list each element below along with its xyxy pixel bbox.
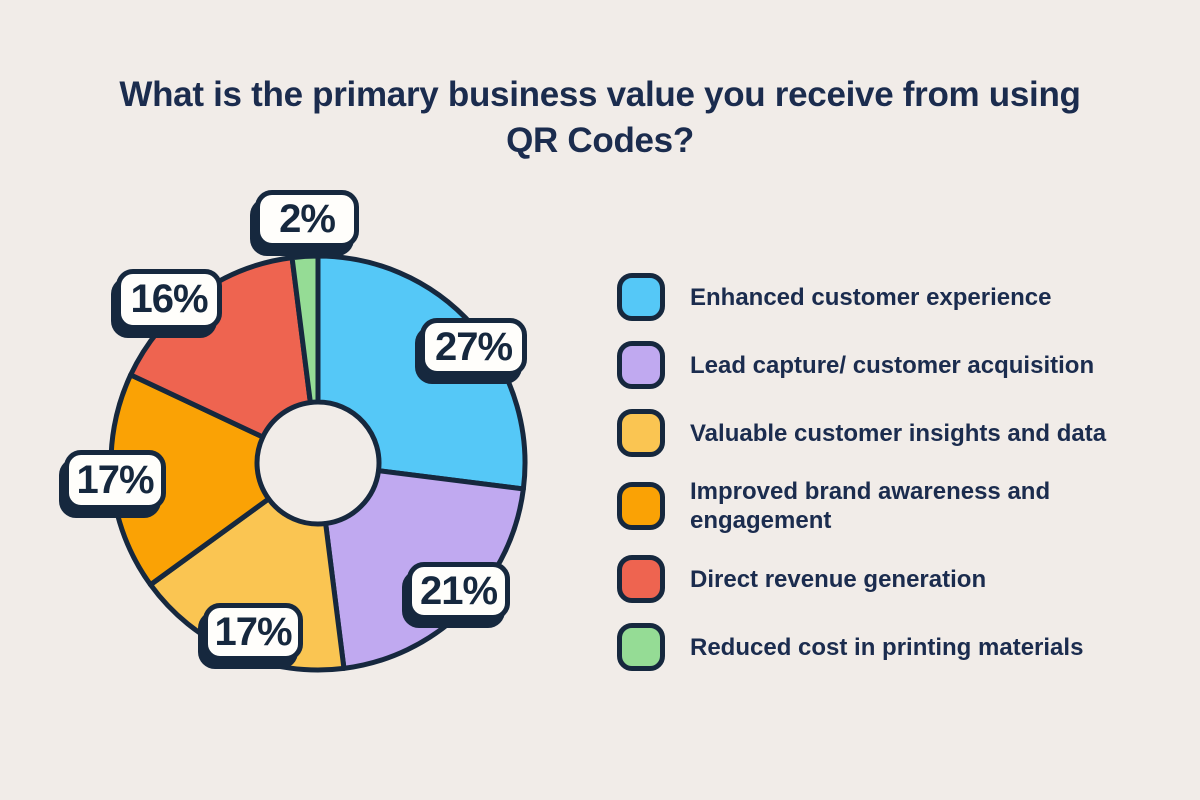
percent-badge-21: 21% — [407, 562, 510, 620]
legend-swatch — [617, 555, 665, 603]
legend-item-4: Direct revenue generation — [617, 555, 1160, 603]
pie-slice-17pct — [108, 372, 272, 588]
legend: Enhanced customer experience Lead capture… — [617, 273, 1160, 691]
percent-badge-17: 17% — [203, 603, 303, 661]
legend-label: Lead capture/ customer acquisition — [690, 351, 1095, 379]
legend-swatch — [617, 623, 665, 671]
legend-item-5: Reduced cost in printing materials — [617, 623, 1160, 671]
legend-label: Valuable customer insights and data — [690, 419, 1107, 447]
legend-label: Reduced cost in printing materials — [690, 633, 1084, 661]
legend-item-1: Lead capture/ customer acquisition — [617, 341, 1160, 389]
percent-badge-2: 2% — [255, 190, 359, 248]
percent-badge-27: 27% — [420, 318, 527, 376]
legend-label: Enhanced customer experience — [690, 283, 1052, 311]
legend-swatch — [617, 482, 665, 530]
chart-title-line-1: What is the primary business value you r… — [119, 75, 1081, 114]
pie-slice-27pct — [315, 253, 528, 492]
legend-swatch — [617, 341, 665, 389]
legend-item-3: Improved brand awareness and engagement — [617, 477, 1160, 535]
chart-title-line-2: QR Codes? — [506, 121, 694, 160]
legend-swatch — [617, 409, 665, 457]
legend-label: Direct revenue generation — [690, 565, 987, 593]
pie-slice-2pct — [289, 253, 321, 405]
legend-item-0: Enhanced customer experience — [617, 273, 1160, 321]
percent-badge-17: 17% — [64, 450, 166, 510]
percent-badge-16: 16% — [116, 269, 222, 330]
legend-item-2: Valuable customer insights and data — [617, 409, 1160, 457]
legend-swatch — [617, 273, 665, 321]
chart-title: What is the primary business value you r… — [0, 72, 1200, 164]
legend-label: Improved brand awareness and engagement — [690, 478, 1051, 534]
